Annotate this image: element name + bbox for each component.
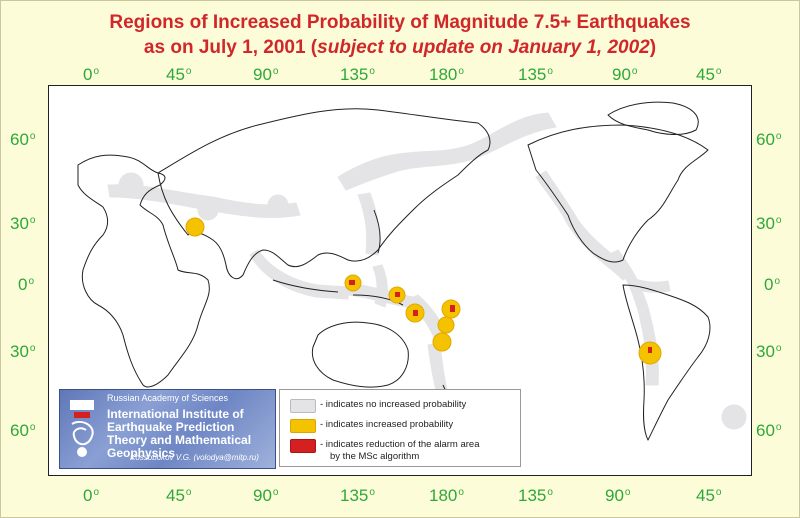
gray-zone-japan — [357, 192, 380, 256]
left-lat-label-2: 0o — [18, 275, 35, 294]
yellow-swatch-icon — [290, 419, 316, 433]
author-credit: Kossobokov V.G. (volodya@mitp.ru) — [130, 453, 259, 462]
legend-label-increased: - indicates increased probability — [320, 419, 454, 430]
bottom-lon-label-0: 0o — [83, 486, 100, 505]
top-lon-label-7: 45o — [696, 65, 722, 84]
legend-label-reduction: - indicates reduction of the alarm area — [320, 439, 480, 450]
top-lon-label-1: 45o — [166, 65, 192, 84]
coastline-asia — [157, 108, 491, 280]
coastline-greenland — [607, 101, 699, 135]
gray-zone-caucasus — [197, 199, 219, 221]
left-lat-label-0: 60o — [10, 130, 36, 149]
red-zone-vanuatu — [450, 305, 455, 312]
institute-logo-icon — [70, 400, 94, 457]
coastlines — [77, 101, 711, 441]
left-lat-label-1: 30o — [10, 214, 36, 233]
red-zone-chile — [648, 347, 652, 353]
legend-label-no-increase: - indicates no increased probability — [320, 399, 467, 410]
institute-name: International Institute of Earthquake Pr… — [107, 407, 252, 460]
red-zone-celebes — [349, 280, 355, 285]
red-swatch-icon — [290, 439, 316, 453]
gray-zone-greece — [118, 172, 144, 198]
map-legend: - indicates no increased probability - i… — [279, 389, 521, 467]
red-zone-solomon — [413, 310, 418, 316]
bottom-lon-label-7: 45o — [696, 486, 722, 505]
top-lon-label-6: 90o — [612, 65, 638, 84]
title-line-1: Regions of Increased Probability of Magn… — [109, 12, 691, 33]
bottom-lon-label-1: 45o — [166, 486, 192, 505]
coastline-australia — [311, 321, 409, 388]
coastline-sumatra-java — [272, 279, 339, 293]
right-lat-label-3: 30o — [756, 342, 782, 361]
gray-zone-south-sandwich — [721, 404, 747, 430]
right-lat-label-4: 60o — [756, 421, 782, 440]
academy-name: Russian Academy of Sciences — [107, 393, 229, 403]
map-title: Regions of Increased Probability of Magn… — [0, 10, 800, 60]
legend-label-reduction-cont: by the MSc algorithm — [330, 451, 420, 462]
coastline-japan — [373, 209, 381, 254]
coastline-north-america — [527, 124, 709, 263]
left-lat-label-3: 30o — [10, 342, 36, 361]
right-lat-label-2: 0o — [764, 275, 781, 294]
bottom-lon-label-6: 90o — [605, 486, 631, 505]
yellow-zone-fiji — [437, 316, 455, 334]
top-lon-label-0: 0o — [83, 65, 100, 84]
red-zone-new-britain — [395, 292, 400, 297]
right-lat-label-0: 60o — [756, 130, 782, 149]
reduction-zones — [349, 280, 652, 353]
top-lon-label-5: 135o — [518, 65, 553, 84]
title-line-2: as on July 1, 2001 (subject to update on… — [143, 37, 657, 58]
coastline-africa-europe — [77, 154, 210, 388]
right-lat-label-1: 30o — [756, 214, 782, 233]
left-lat-label-4: 60o — [10, 421, 36, 440]
gray-zone-kamchatka-aleutians — [337, 112, 557, 191]
bottom-lon-label-5: 135o — [518, 486, 553, 505]
bottom-lon-label-2: 90o — [253, 486, 279, 505]
gray-zone-indonesia — [249, 249, 349, 300]
institute-badge: Russian Academy of Sciences Internationa… — [59, 389, 276, 469]
top-lon-label-2: 90o — [253, 65, 279, 84]
increased-zones — [185, 217, 662, 365]
yellow-zone-iran — [185, 217, 205, 237]
bottom-lon-label-3: 135o — [340, 486, 375, 505]
gray-swatch-icon — [290, 399, 316, 413]
top-lon-label-3: 135o — [340, 65, 375, 84]
no-increase-zones — [107, 112, 747, 430]
bottom-lon-label-4: 180o — [429, 486, 464, 505]
title-update-note: subject to update on January 1, 2002 — [317, 37, 650, 58]
gray-zone-china — [267, 194, 289, 216]
top-lon-label-4: 180o — [429, 65, 464, 84]
gray-zone-caribbean — [629, 277, 671, 293]
yellow-zone-tonga — [432, 332, 452, 352]
